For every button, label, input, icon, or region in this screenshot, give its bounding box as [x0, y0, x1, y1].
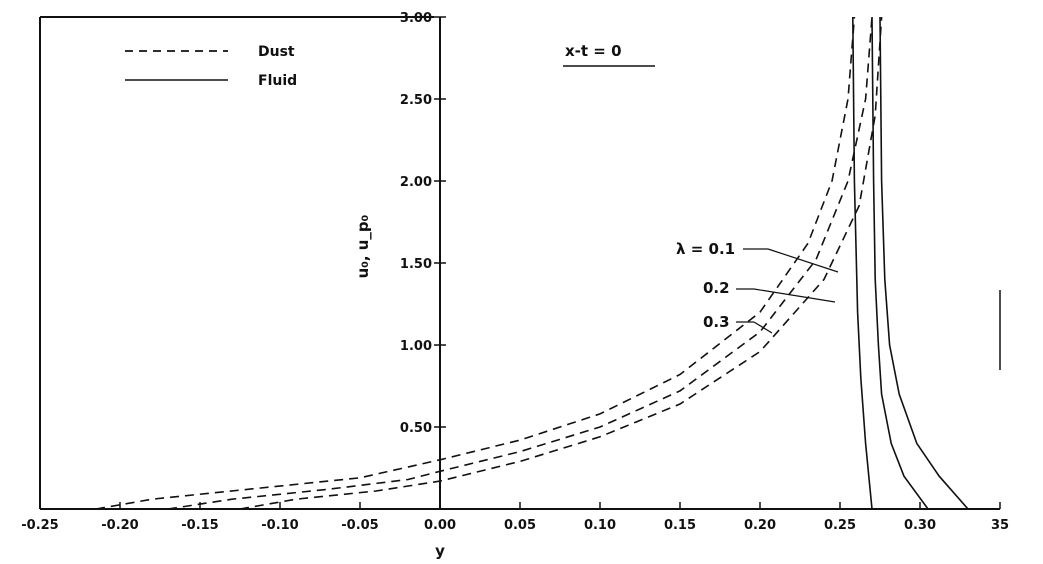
- series-fluid-lambda-0-3: [879, 16, 969, 510]
- x-tick-label: 0.00: [424, 518, 456, 533]
- lambda-labels: λ = 0.1 0.2 0.3: [676, 240, 839, 334]
- y-tick-label: 3.00: [400, 11, 432, 26]
- legend-label-fluid: Fluid: [258, 73, 297, 89]
- series-dust-lambda-0-1: [95, 16, 856, 510]
- x-tick-label: -0.20: [101, 518, 138, 533]
- y-axis-label: u₀, u_p₀: [354, 215, 372, 279]
- lambda-label-0-1: λ = 0.1: [676, 240, 735, 258]
- x-tick-label: 0.10: [584, 518, 616, 533]
- x-tick-label: -0.05: [341, 518, 378, 533]
- x-tick-label: 0.30: [904, 518, 936, 533]
- x-axis-label: y: [435, 542, 445, 560]
- lambda-label-0-2: 0.2: [703, 279, 730, 297]
- y-tick-label: 0.50: [400, 421, 432, 436]
- series-fluid-lambda-0-2: [871, 16, 929, 510]
- series-group: [95, 16, 969, 510]
- x-ticks: -0.25 -0.20 -0.15 -0.10 -0.05 0.00 0.05 0.10 0.1…: [21, 502, 1009, 533]
- y-tick-label: 2.50: [400, 93, 432, 108]
- y-tick-label: 2.00: [400, 175, 432, 190]
- legend: Dust Fluid: [125, 44, 297, 89]
- y-ticks: 0.50 1.00 1.50 2.00 2.50 3.00: [400, 11, 446, 436]
- x-tick-label: 35: [991, 518, 1009, 533]
- y-tick-label: 1.00: [400, 339, 432, 354]
- lambda-leader-0-2-diag: [753, 288, 836, 303]
- lambda-label-0-3: 0.3: [703, 313, 730, 331]
- lambda-leader-0-1-diag: [767, 248, 839, 273]
- lambda-leader-0-3-diag: [753, 321, 773, 334]
- series-dust-lambda-0-2: [167, 16, 873, 510]
- series-dust-lambda-0-3: [239, 16, 883, 510]
- x-tick-label: -0.15: [181, 518, 218, 533]
- x-tick-label: -0.10: [261, 518, 298, 533]
- x-tick-label: 0.15: [664, 518, 696, 533]
- x-tick-label: 0.05: [504, 518, 536, 533]
- x-tick-label: -0.25: [21, 518, 58, 533]
- x-tick-label: 0.25: [824, 518, 856, 533]
- x-tick-label: 0.20: [744, 518, 776, 533]
- series-fluid-lambda-0-1: [852, 16, 873, 510]
- y-tick-label: 1.50: [400, 257, 432, 272]
- legend-label-dust: Dust: [258, 44, 295, 60]
- annotation-x-t: x-t = 0: [565, 42, 622, 60]
